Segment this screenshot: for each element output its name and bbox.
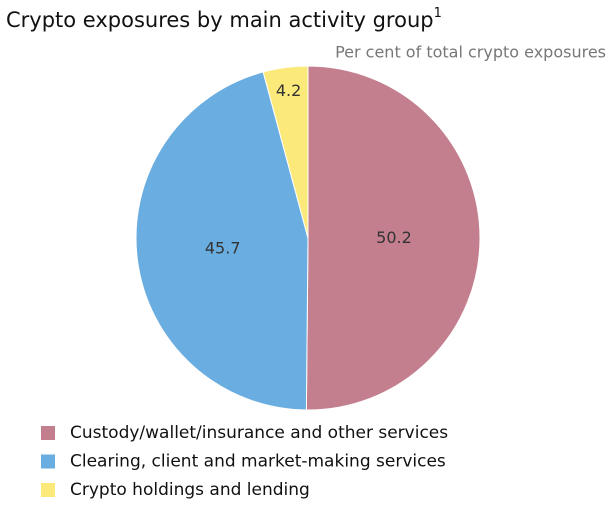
chart-title: Crypto exposures by main activity group1 xyxy=(6,6,442,33)
legend-swatch xyxy=(41,454,55,469)
legend-swatch xyxy=(41,426,55,440)
legend-label: Crypto holdings and lending xyxy=(70,480,310,500)
legend-swatch xyxy=(41,483,55,497)
pie-slice xyxy=(262,65,309,239)
chart-subtitle: Per cent of total crypto exposures xyxy=(335,43,606,62)
title-text: Crypto exposures by main activity group xyxy=(6,8,434,32)
legend-label: Custody/wallet/insurance and other servi… xyxy=(70,423,448,443)
pie-slice xyxy=(135,71,309,411)
slice-label: 4.2 xyxy=(276,81,301,100)
legend-label: Clearing, client and market-making servi… xyxy=(70,452,446,472)
slice-label: 50.2 xyxy=(376,228,412,247)
pie-slice xyxy=(305,65,481,411)
title-superscript: 1 xyxy=(434,6,442,21)
slice-label: 45.7 xyxy=(205,238,241,257)
